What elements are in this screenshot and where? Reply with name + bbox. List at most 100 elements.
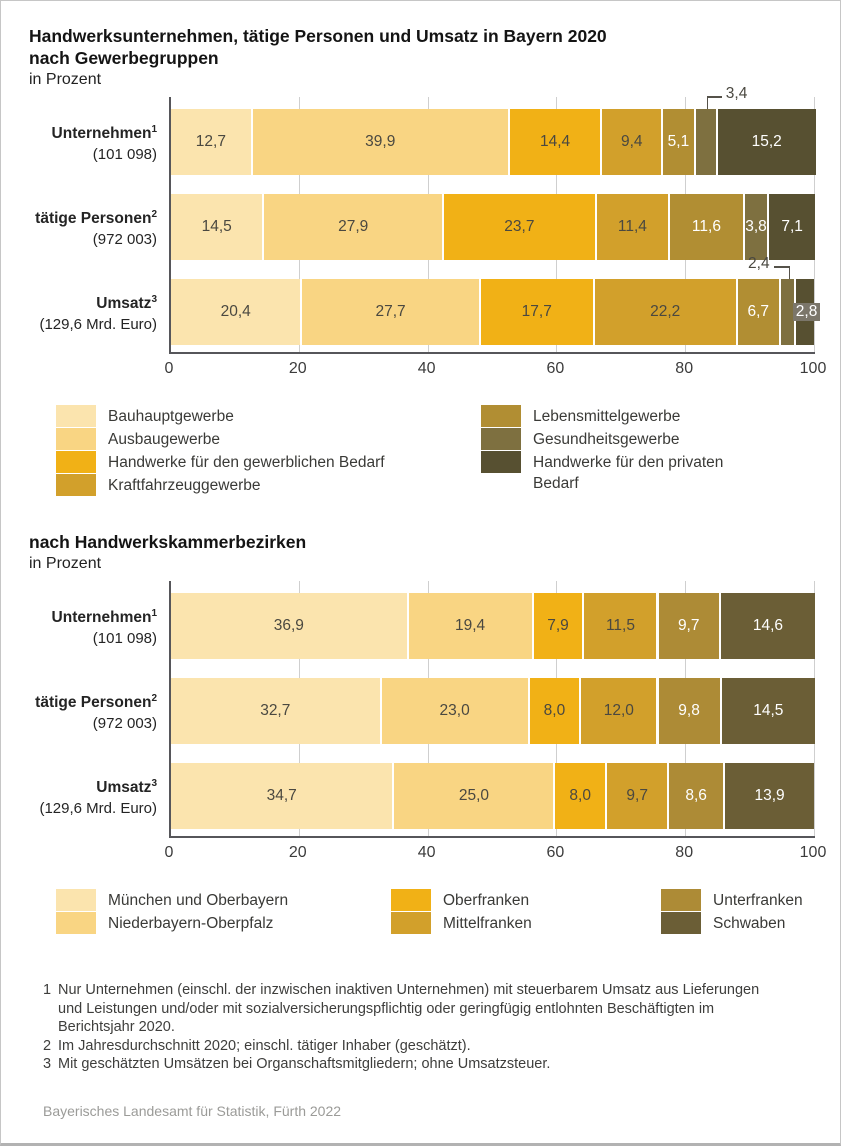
x-axis-label: 40 [417, 360, 436, 377]
footnote-number: 2 [43, 1037, 52, 1054]
legend-chip [391, 889, 431, 911]
legend-column: Unterfranken Schwaben [661, 889, 840, 935]
bar-segment: 39,9 [252, 109, 510, 175]
bar-row: Unternehmen1 (101 098) 36,9 19,4 7,9 11,5 9,7 1… [52, 593, 815, 659]
segment-value: 23,0 [439, 702, 470, 719]
segment-value: 6,7 [747, 303, 770, 320]
bar-segment: 19,4 [408, 593, 534, 659]
legend-chip [56, 428, 96, 450]
segment-value: 11,4 [617, 218, 647, 235]
plot-area: Unternehmen1 (101 098) 12,7 39,9 14,4 9,4 5,1 3… [35, 85, 821, 354]
row-label-sub: (972 003) [92, 715, 157, 733]
bar-segment: 14,6 [720, 593, 815, 659]
row-label-sup: 1 [151, 607, 157, 619]
bar-segment: 2,8 [792, 279, 821, 345]
segment-value: 14,5 [753, 702, 784, 719]
bar-segment: 23,7 [444, 194, 597, 260]
callout-line [788, 266, 791, 280]
footnote-number: 1 [43, 982, 52, 998]
bar-segment: 25,0 [394, 763, 556, 829]
legend-label: Gesundheitsgewerbe [533, 431, 680, 448]
bar-row: Unternehmen1 (101 098) 12,7 39,9 14,4 9,4 5,1 3… [52, 85, 816, 175]
chart-gewerbegruppen: Unternehmen1 (101 098) 12,7 39,9 14,4 9,4 5,1 3… [29, 85, 826, 382]
x-axis-label: 60 [546, 360, 565, 377]
legend-label: Handwerke für den gewerblichen Bedarf [108, 454, 385, 471]
bar-segment: 27,9 [264, 194, 445, 260]
bar-segment: 14,4 [509, 109, 603, 175]
legend-item: Mittelfranken [391, 912, 661, 934]
row-label: Umsatz3 (129,6 Mrd. Euro) [1, 290, 157, 334]
segment-value: 27,7 [375, 303, 406, 320]
plot-area: Unternehmen1 (101 098) 36,9 19,4 7,9 11,5 9,7 1… [35, 581, 815, 838]
bar-segment: 12,0 [581, 678, 659, 744]
segment-value: 9,7 [677, 617, 700, 634]
bar-segment: 8,0 [529, 678, 582, 744]
legend-chip [56, 912, 96, 934]
footnote-3: 3 Mit geschätzten Umsätzen bei Organscha… [43, 1055, 773, 1074]
segment-value: 9,7 [626, 787, 648, 804]
x-axis-label: 40 [417, 844, 436, 861]
row-label-name: Unternehmen1 [51, 607, 157, 627]
segment-value: 5,1 [667, 133, 690, 150]
content: Handwerksunternehmen, tätige Personen un… [1, 1, 840, 1120]
segment-value: 11,6 [691, 218, 721, 235]
footnote-2: 2 Im Jahresdurchschnitt 2020; einschl. t… [43, 1037, 773, 1056]
segment-value: 14,5 [201, 218, 232, 235]
segment-value: 22,2 [650, 303, 681, 320]
bar-segment: 7,9 [533, 593, 585, 659]
segment-value: 39,9 [365, 133, 396, 150]
bar-segment: 8,0 [555, 763, 607, 829]
segment-value: 12,7 [195, 133, 226, 150]
bar-segment: 34,7 [171, 763, 395, 829]
x-axis-label: 80 [675, 844, 694, 861]
segment-value: 13,9 [754, 787, 785, 804]
bar-segment: 12,7 [171, 109, 253, 175]
legend-chip [56, 451, 96, 473]
segment-value: 8,0 [543, 702, 566, 719]
page-title-line1: Handwerksunternehmen, tätige Personen un… [29, 26, 607, 46]
row-label: tätige Personen2 (972 003) [1, 689, 157, 733]
bar-segment: 9,7 [606, 763, 670, 829]
segment-value: 7,9 [547, 617, 569, 634]
legend-item: Oberfranken [391, 889, 661, 911]
bar-segment: 11,6 [670, 194, 745, 260]
bar-segment: 13,9 [724, 763, 815, 829]
segment-value: 8,0 [569, 787, 591, 804]
bar-segment: 14,5 [171, 194, 265, 260]
callout-line [706, 96, 709, 110]
row-label: Unternehmen1 (101 098) [1, 120, 157, 164]
footnote-number: 3 [43, 1056, 52, 1072]
bar-segment: 22,2 [594, 279, 738, 345]
x-axis-label: 100 [799, 844, 827, 861]
footnote-text: Im Jahresdurchschnitt 2020; einschl. tät… [58, 1037, 471, 1054]
row-label-sup: 3 [151, 777, 157, 789]
callout-label: 2,4 [748, 255, 770, 272]
legend-chip [481, 428, 521, 450]
bar-segment: 32,7 [171, 678, 382, 744]
legend-item: Ausbaugewerbe [56, 428, 481, 450]
bar-segment [695, 109, 718, 175]
legend-item: Lebensmittelgewerbe [481, 405, 811, 427]
x-axis-label: 20 [288, 844, 307, 861]
legend-chip [661, 889, 701, 911]
bar-row: Umsatz3 (129,6 Mrd. Euro) 20,4 27,7 17,7 22,2… [39, 255, 821, 345]
row-label-sup: 3 [151, 293, 157, 305]
legend-item: Handwerke für den gewerblichen Bedarf [56, 451, 481, 473]
bar-segment: 23,0 [381, 678, 530, 744]
legend-item: München und Oberbayern [56, 889, 391, 911]
bar-segment: 3,8 [744, 194, 770, 260]
section2-title: nach Handwerkskammerbezirken [29, 532, 307, 552]
legend-label: Handwerke für den privaten Bedarf [533, 454, 724, 492]
unit-label-1: in Prozent [29, 71, 102, 88]
segment-value: 11,5 [605, 617, 635, 634]
bar-segment: 17,7 [480, 279, 595, 345]
row-label-sub: (101 098) [92, 630, 157, 648]
x-axis-label: 20 [288, 360, 307, 377]
legend-label: Ausbaugewerbe [108, 431, 221, 448]
row-label-sub: (972 003) [92, 231, 157, 249]
segment-value: 36,9 [273, 617, 304, 634]
bar-segment: 11,4 [596, 194, 671, 260]
legend-label: München und Oberbayern [108, 892, 289, 909]
x-axis-label: 100 [799, 360, 827, 377]
